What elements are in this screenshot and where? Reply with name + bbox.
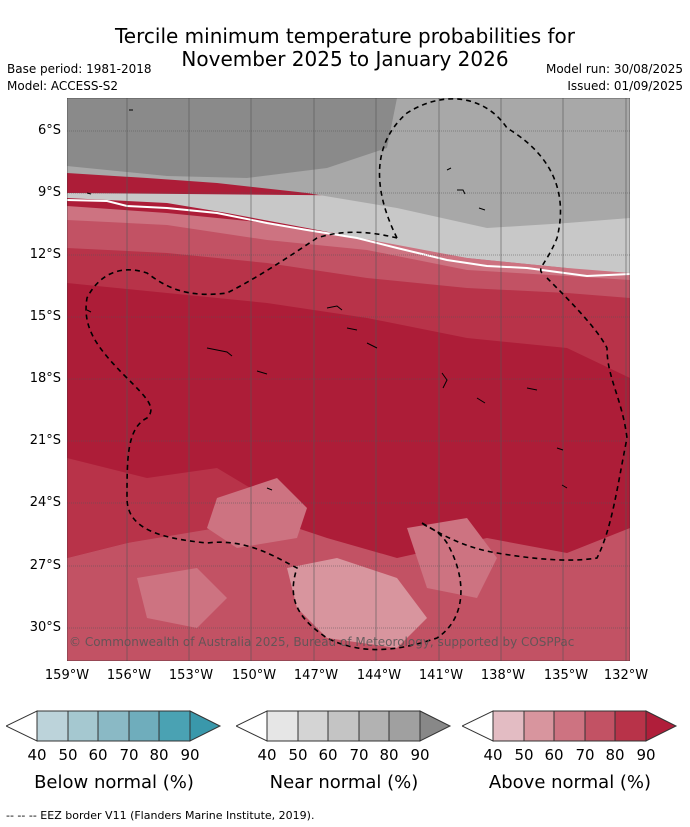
lon-label: 153°W [168, 668, 214, 683]
lat-label: 9°S [37, 185, 61, 200]
cbar-near-seg [358, 710, 390, 742]
cbar-above-max [645, 710, 678, 742]
issued-date: Issued: 01/09/2025 [567, 79, 683, 93]
cbar-tick: 50 [58, 746, 78, 764]
cbar-below-seg [36, 710, 69, 742]
cbar-tick: 40 [257, 746, 277, 764]
lat-label: 15°S [29, 309, 61, 324]
above-60-patch [207, 478, 307, 548]
near-normal-80 [67, 98, 397, 178]
model-run: Model run: 30/08/2025 [545, 62, 683, 76]
cbar-near-max [419, 710, 452, 742]
cbar-tick: 90 [180, 746, 200, 764]
cbar-tick: 50 [288, 746, 308, 764]
above-70-north [67, 218, 630, 298]
cbar-above-min [462, 710, 494, 742]
lon-label: 144°W [356, 668, 402, 683]
probability-map: © Commonwealth of Australia 2025, Bureau… [67, 98, 630, 661]
colorbar-label-near: Near normal (%) [269, 772, 419, 793]
map-title-line2: November 2025 to January 2026 [181, 47, 509, 71]
cbar-tick: 60 [544, 746, 564, 764]
lat-label: 27°S [29, 558, 61, 573]
lon-label: 159°W [44, 668, 90, 683]
cbar-above-seg [584, 710, 616, 742]
copyright-text: © Commonwealth of Australia 2025, Bureau… [69, 635, 574, 649]
above-50-south [287, 558, 427, 648]
cbar-tick: 60 [88, 746, 108, 764]
above-80-southwest [67, 458, 267, 558]
cbar-near-seg [388, 710, 421, 742]
cbar-above-seg [492, 710, 525, 742]
lat-label: 21°S [29, 433, 61, 448]
lat-label: 12°S [29, 247, 61, 262]
cbar-tick: 80 [605, 746, 625, 764]
lon-label: 135°W [543, 668, 589, 683]
cbar-near-seg [297, 710, 329, 742]
cbar-tick: 60 [318, 746, 338, 764]
lon-label: 150°W [231, 668, 277, 683]
colorbar-below-normal [6, 710, 222, 742]
base-period: Base period: 1981-2018 [7, 62, 152, 76]
colorbar-above-normal [462, 710, 678, 742]
above-60-north [67, 206, 630, 280]
cbar-tick: 70 [575, 746, 595, 764]
colorbar-near-normal [236, 710, 452, 742]
model-name: Model: ACCESS-S2 [7, 79, 119, 93]
cbar-near-min [236, 710, 268, 742]
cbar-near-seg [327, 710, 360, 742]
lon-label: 156°W [106, 668, 152, 683]
cbar-near-seg [266, 710, 299, 742]
cbar-above-seg [553, 710, 586, 742]
cbar-tick: 40 [483, 746, 503, 764]
cbar-tick: 90 [636, 746, 656, 764]
cbar-above-seg [523, 710, 555, 742]
lat-label: 18°S [29, 371, 61, 386]
lat-label: 24°S [29, 495, 61, 510]
lat-label: 6°S [37, 123, 61, 138]
above-80-north [67, 243, 630, 378]
cbar-tick: 90 [410, 746, 430, 764]
above-60-southeast [407, 518, 497, 598]
eez-legend-footer: -- -- -- EEZ border V11 (Flanders Marine… [6, 809, 315, 822]
cbar-below-seg [128, 710, 160, 742]
cbar-tick: 70 [119, 746, 139, 764]
cbar-tick: 80 [149, 746, 169, 764]
lon-label: 138°W [480, 668, 526, 683]
cbar-tick: 70 [349, 746, 369, 764]
map-title-line1: Tercile minimum temperature probabilitie… [114, 24, 576, 48]
cbar-below-seg [67, 710, 99, 742]
eez-border [85, 98, 628, 651]
cbar-below-seg [158, 710, 191, 742]
lat-label: 30°S [29, 620, 61, 635]
islands [86, 109, 568, 491]
cbar-tick: 50 [514, 746, 534, 764]
lon-label: 141°W [418, 668, 464, 683]
colorbar-label-above: Above normal (%) [488, 772, 652, 793]
cbar-below-max [189, 710, 222, 742]
above-60-south [137, 568, 227, 628]
cbar-below-seg [97, 710, 130, 742]
cbar-above-seg [614, 710, 647, 742]
cbar-tick: 80 [379, 746, 399, 764]
cbar-tick: 40 [27, 746, 47, 764]
lon-label: 147°W [293, 668, 339, 683]
lon-label: 132°W [603, 668, 649, 683]
cbar-below-min [6, 710, 38, 742]
colorbar-label-below: Below normal (%) [34, 772, 194, 793]
